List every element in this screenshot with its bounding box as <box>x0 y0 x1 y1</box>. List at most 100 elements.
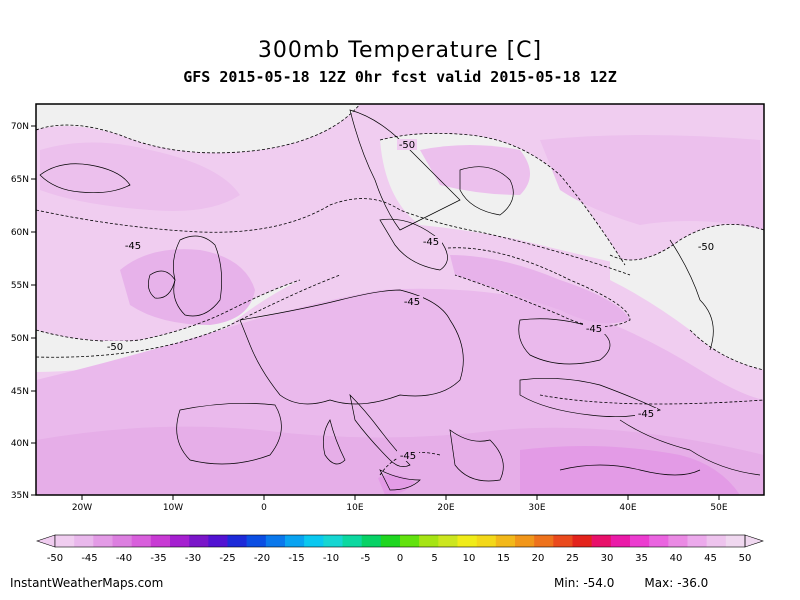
colorbar-tick-label: 45 <box>704 553 717 564</box>
min-label: Min: <box>554 576 580 590</box>
colorbar-cell <box>323 535 343 547</box>
colorbar-cell <box>515 535 535 547</box>
max-label: Max: <box>644 576 674 590</box>
cold-patch-north <box>40 142 240 211</box>
map-field <box>36 104 764 495</box>
colorbar-tick-label: -20 <box>254 553 270 564</box>
lat-label-70n: 70N <box>11 122 29 132</box>
colorbar-cell <box>227 535 247 547</box>
min-value: -54.0 <box>583 576 615 590</box>
colorbar-cell <box>74 535 94 547</box>
colorbar-cell <box>150 535 171 547</box>
colorbar-cell <box>706 535 727 547</box>
colorbar-tick-label: -40 <box>116 553 132 564</box>
lon-label-50e: 50E <box>710 503 727 513</box>
colorbar-tick-label: 50 <box>739 553 752 564</box>
colorbar-cell <box>630 535 650 547</box>
colorbar-cell <box>342 535 362 547</box>
site-credit: InstantWeatherMaps.com <box>10 576 164 590</box>
colorbar-cell <box>534 535 554 547</box>
latitude-axis: 70N 65N 60N 55N 50N 45N 40N 35N <box>11 122 36 501</box>
colorbar-tick-label: 0 <box>397 553 403 564</box>
colorbar-cell <box>649 535 669 547</box>
chart-subtitle: GFS 2015-05-18 12Z 0hr fcst valid 2015-0… <box>183 68 617 86</box>
colorbar-cell <box>457 535 477 547</box>
colorbar-cell <box>419 535 439 547</box>
colorbar-tick-label: 5 <box>431 553 437 564</box>
colorbar-cell <box>400 535 420 547</box>
lat-label-65n: 65N <box>11 175 29 185</box>
colorbar-cell <box>572 535 592 547</box>
lat-label-40n: 40N <box>11 439 29 449</box>
colorbar-cell <box>725 535 746 547</box>
colorbar-right-arrow <box>744 534 764 548</box>
cold-patch-baltic <box>420 145 530 195</box>
colorbar-cell <box>189 535 209 547</box>
contour-label: -45 <box>400 451 416 462</box>
lat-label-45n: 45N <box>11 387 29 397</box>
contour-label: -45 <box>125 241 141 252</box>
colorbar-cell <box>553 535 573 547</box>
colorbar-tick-label: 10 <box>463 553 476 564</box>
warm-spot-italy <box>378 474 415 495</box>
coastlines <box>39 109 761 491</box>
colorbar-tick-label: -25 <box>219 553 235 564</box>
colorbar-cell <box>380 535 401 547</box>
grey-zone-greenland <box>36 104 360 153</box>
colorbar-tick-label: 20 <box>532 553 545 564</box>
colorbar: -50 -45 -40 -35 -30 -25 -20 -15 -10 -5 0 5 10 15 20 25 3… <box>36 534 764 564</box>
colorbar-cell <box>495 535 516 547</box>
longitude-axis: 20W 10W 0 10E 20E 30E 40E 50E <box>72 495 728 513</box>
colorbar-tick-label: -50 <box>47 553 63 564</box>
colorbar-tick-label: -10 <box>323 553 339 564</box>
grey-zone-atlantic-south <box>36 280 300 372</box>
colorbar-border <box>54 534 746 548</box>
grey-zone-russia <box>610 224 764 370</box>
contour-lines <box>36 104 764 476</box>
contour-label: -45 <box>638 409 654 420</box>
lon-label-20w: 20W <box>72 503 92 513</box>
colorbar-cell <box>170 535 190 547</box>
cold-patch-ukraine <box>450 255 630 324</box>
max-value: -36.0 <box>677 576 709 590</box>
lon-label-10w: 10W <box>163 503 183 513</box>
lat-label-35n: 35N <box>11 491 29 501</box>
colorbar-cell <box>93 535 113 547</box>
min-max-stats: Min: -54.0 Max: -36.0 <box>554 576 712 590</box>
warm-spot-turkey <box>520 446 740 495</box>
map-frame <box>35 103 765 496</box>
lat-label-60n: 60N <box>11 228 29 238</box>
colorbar-tick-label: -35 <box>150 553 166 564</box>
contour-label: -50 <box>399 140 415 151</box>
colorbar-cell <box>208 535 228 547</box>
contour-label: -50 <box>698 242 714 253</box>
colorbar-cell <box>668 535 688 547</box>
colorbar-tick-label: -30 <box>185 553 201 564</box>
colorbar-cell <box>246 535 267 547</box>
colorbar-cell <box>438 535 458 547</box>
colorbar-cell <box>285 535 305 547</box>
chart-title: 300mb Temperature [C] <box>257 38 543 63</box>
colorbar-tick-label: 35 <box>635 553 648 564</box>
colorbar-cell <box>610 535 631 547</box>
colorbar-cell <box>55 535 75 547</box>
lon-label-20e: 20E <box>437 503 454 513</box>
colorbar-cell <box>361 535 382 547</box>
lon-label-0: 0 <box>261 503 267 513</box>
colorbar-cell <box>112 535 132 547</box>
colorbar-cell <box>476 535 497 547</box>
colorbar-left-arrow <box>36 534 56 548</box>
colorbar-tick-label: 15 <box>497 553 510 564</box>
colorbar-tick-label: -45 <box>81 553 97 564</box>
colorbar-tick-label: 40 <box>670 553 683 564</box>
contour-label: -45 <box>404 297 420 308</box>
lat-label-55n: 55N <box>11 281 29 291</box>
colorbar-tick-label: -5 <box>361 553 371 564</box>
colorbar-tick-label: 30 <box>601 553 614 564</box>
contour-label: -50 <box>107 342 123 353</box>
colorbar-cell <box>687 535 707 547</box>
contour-label: -45 <box>423 237 439 248</box>
lon-label-40e: 40E <box>619 503 636 513</box>
contour-label-group: -50 -45 -45 -50 -45 -45 -50 -45 -45 <box>104 139 717 462</box>
